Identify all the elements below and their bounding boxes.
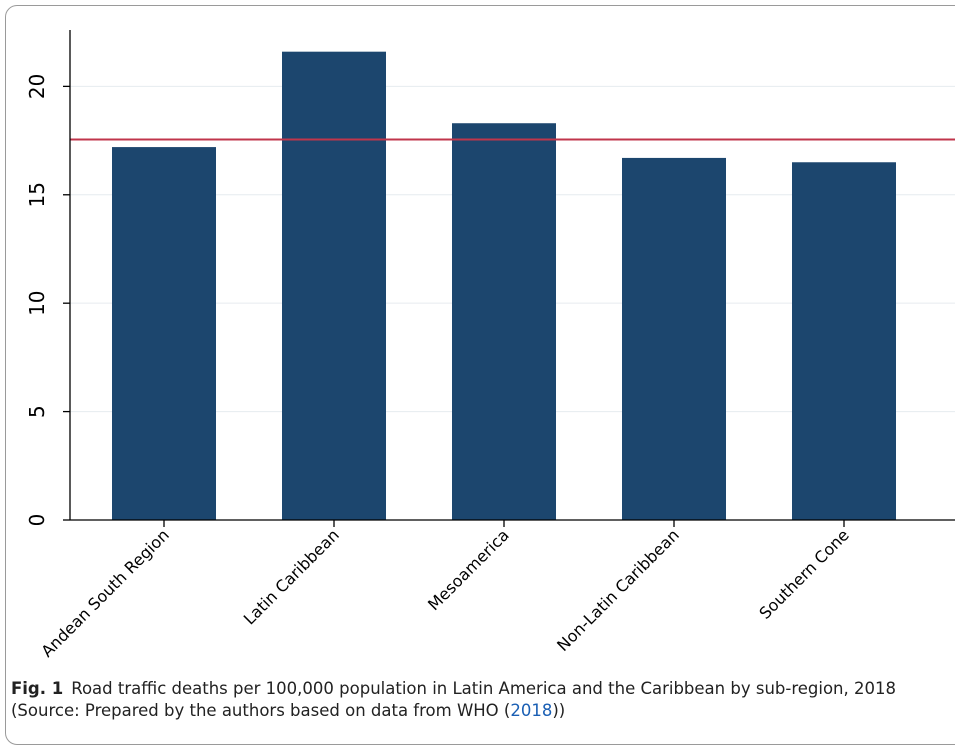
x-tick-label: Non-Latin Caribbean [553,525,683,655]
bar [282,51,386,520]
y-tick-label: 0 [25,514,49,527]
figure-caption: Fig. 1 Road traffic deaths per 100,000 po… [11,678,946,722]
bar [792,162,896,520]
y-tick-label: 20 [25,74,49,99]
x-tick-label: Mesoamerica [424,525,513,614]
caption-text: Road traffic deaths per 100,000 populati… [11,679,897,720]
y-tick-label: 15 [25,182,49,207]
x-tick-label: Latin Caribbean [240,525,343,628]
x-tick-label: Southern Cone [755,525,852,622]
caption-end: )) [552,701,566,720]
x-tick-label: Andean South Region [37,525,172,660]
bar [452,123,556,520]
figure-label: Fig. 1 [11,679,64,698]
bar [112,147,216,520]
y-tick-label: 10 [25,290,49,315]
caption-citation-link[interactable]: 2018 [510,701,553,720]
bar-chart: 0 5 10 15 20 Andean South Region Latin Caribbe… [25,30,955,661]
y-tick-label: 5 [25,405,49,418]
bar [622,157,726,520]
